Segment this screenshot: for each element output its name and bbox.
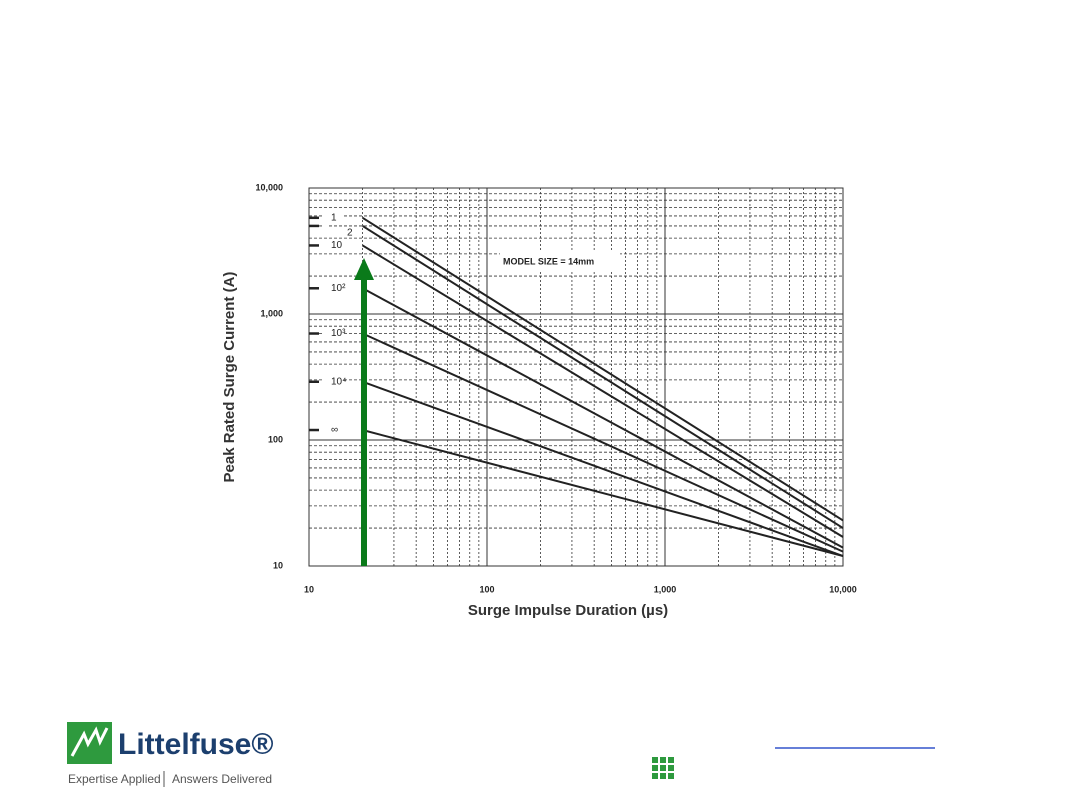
y-tick-label: 1,000 — [260, 308, 283, 318]
series-label: 2 — [347, 228, 353, 239]
x-tick-label: 10 — [304, 584, 314, 594]
series-line — [362, 225, 844, 529]
y-tick-label: 100 — [268, 434, 283, 444]
series-label: 10 — [331, 240, 343, 251]
y-axis-label: Peak Rated Surge Current (A) — [221, 272, 238, 483]
series-line — [362, 380, 844, 557]
arrow-head — [354, 258, 374, 280]
logo: Littelfuse® Expertise Applied Answers De… — [67, 722, 273, 787]
grid-icon — [652, 757, 674, 779]
series-line — [362, 287, 844, 549]
series-label: 10³ — [331, 328, 346, 339]
y-tick-label: 10 — [273, 560, 283, 570]
plot: 10 100 1,000 10,000 10 100 1,000 10,000 MODEL SI… — [255, 182, 856, 594]
brand: Littelfuse® — [118, 728, 273, 761]
tagline: Answers Delivered — [172, 772, 272, 786]
plot-frame — [308, 187, 844, 567]
label-bg — [323, 219, 329, 232]
series-line — [362, 429, 844, 557]
series-label: 10⁴ — [331, 376, 346, 387]
series-line — [362, 332, 844, 553]
series-line — [362, 244, 844, 538]
annotation: MODEL SIZE = 14mm — [503, 256, 594, 266]
label-bg — [323, 282, 343, 295]
label-bg — [323, 327, 343, 340]
series-label: ∞ — [331, 425, 338, 436]
series-label: 10² — [331, 283, 346, 294]
x-tick-label: 1,000 — [654, 584, 677, 594]
series-line — [362, 216, 844, 522]
x-tick-label: 100 — [479, 584, 494, 594]
annotation-bg — [500, 252, 620, 272]
tagline: Expertise Applied — [68, 772, 161, 786]
series-label: 1 — [331, 212, 337, 223]
label-bg — [323, 424, 343, 437]
x-tick-label: 10,000 — [829, 584, 857, 594]
x-axis-label: Surge Impulse Duration (µs) — [468, 602, 668, 619]
label-bg — [323, 239, 343, 252]
logo-mark — [70, 726, 109, 757]
y-tick-label: 10,000 — [255, 182, 283, 192]
label-bg — [323, 375, 343, 388]
